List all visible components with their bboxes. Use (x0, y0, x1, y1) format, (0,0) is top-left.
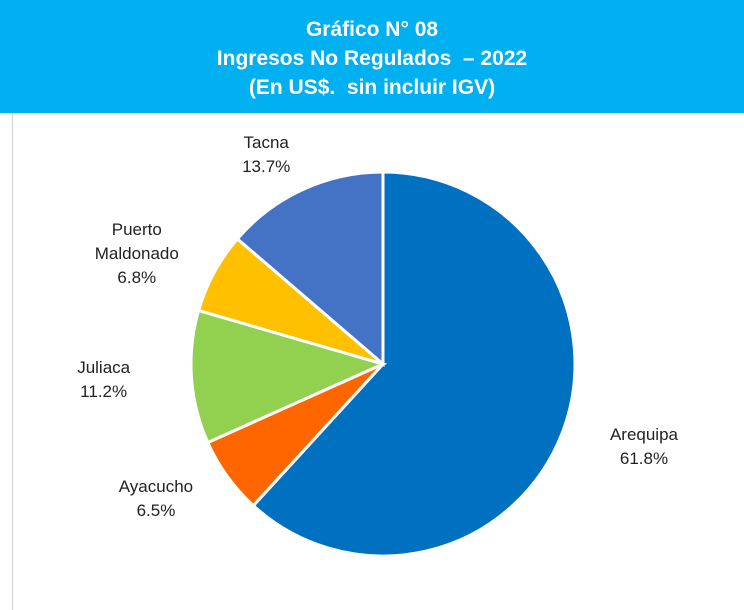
value-label: 11.2% (80, 381, 128, 401)
slice-label: Ayacucho 6.5% (101, 475, 211, 523)
slice-label: Arequipa 61.8% (589, 423, 699, 471)
value-label: 6.5% (136, 500, 176, 520)
category-label: Tacna (243, 132, 289, 152)
category-label: Ayacucho (118, 476, 194, 496)
category-label: Arequipa (609, 425, 678, 445)
chart-title: Gráfico N° 08 (305, 18, 439, 41)
header: Gráfico N° 08 Ingresos No Regulados – 20… (0, 0, 744, 113)
slice-label: Puerto Maldonado 6.8% (82, 218, 192, 290)
slice-label: Juliaca 11.2% (49, 356, 159, 404)
pie-slice (251, 170, 577, 558)
pie-slice (235, 170, 385, 368)
value-label: 61.8% (619, 449, 669, 469)
chart-subtitle: (En US$. sin incluir IGV) (248, 76, 496, 99)
frame-edge (12, 113, 13, 610)
value-label: 6.8% (117, 268, 157, 288)
slice-label: Tacna 13.7% (211, 131, 321, 179)
chart-subtitle: Ingresos No Regulados – 2022 (216, 47, 528, 70)
category-label: Juliaca (77, 357, 131, 377)
pie-slice (189, 308, 388, 445)
category-label: Puerto Maldonado (94, 220, 179, 264)
value-label: 13.7% (242, 156, 291, 176)
